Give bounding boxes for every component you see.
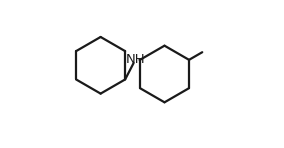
Text: NH: NH (126, 53, 145, 66)
